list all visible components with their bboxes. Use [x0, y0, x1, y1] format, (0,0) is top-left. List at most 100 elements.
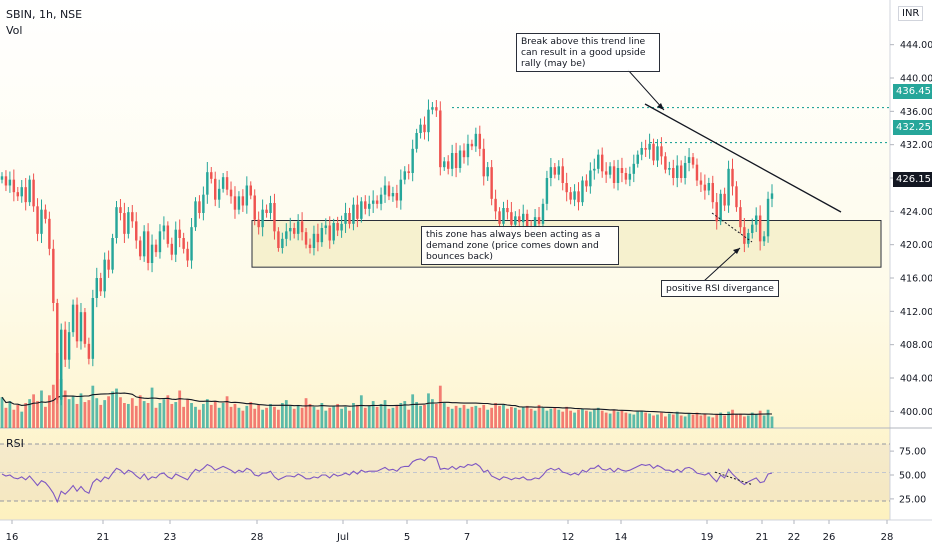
currency-label[interactable]: INR: [898, 6, 924, 21]
candle-body: [79, 312, 83, 342]
volume-bar: [640, 410, 644, 428]
time-axis-panel: [0, 521, 932, 550]
candle-body: [336, 223, 339, 231]
volume-bar: [664, 416, 667, 428]
volume-bar: [253, 408, 257, 428]
volume-bar: [533, 410, 537, 428]
time-tick-label: 19: [701, 532, 714, 543]
candle-body: [210, 172, 213, 179]
candle-body: [131, 212, 134, 222]
candle-body: [739, 207, 742, 228]
candle-body: [474, 133, 478, 147]
volume-bar: [695, 412, 699, 428]
candle-body: [652, 143, 655, 161]
volume-bar: [217, 407, 221, 428]
candle-body: [328, 225, 331, 241]
candle-body: [747, 233, 750, 244]
volume-bar: [119, 397, 122, 428]
candle-body: [269, 203, 272, 213]
candle-body: [565, 183, 568, 193]
candle-body: [498, 211, 501, 224]
candle-body: [399, 179, 403, 201]
volume-bar: [304, 398, 308, 428]
last-price-tag: 426.15: [893, 172, 932, 187]
volume-bar: [561, 411, 565, 428]
rsi-line: [1, 456, 773, 504]
volume-bar: [608, 413, 612, 428]
volume-bar: [352, 403, 355, 428]
candle-body: [241, 196, 245, 206]
candle-body: [719, 193, 722, 222]
volume-bar: [498, 405, 501, 428]
volume-bar: [746, 415, 750, 428]
candle-body: [423, 124, 426, 133]
price-tick-label: 408.00: [900, 340, 932, 351]
candle-body: [679, 165, 683, 178]
demand-zone-annotation: this zone has always been acting as a de…: [421, 226, 619, 265]
candle-body: [111, 238, 114, 270]
volume-bar: [28, 399, 32, 428]
time-tick-label: 28: [251, 532, 264, 543]
divergence-arrow: [703, 247, 741, 282]
volume-bar: [130, 398, 134, 428]
candle-body: [217, 188, 221, 200]
volume-bar: [237, 407, 241, 428]
volume-bar: [67, 399, 71, 428]
price-tick-label: 412.00: [900, 307, 932, 318]
volume-bar: [395, 404, 399, 428]
volume-bar: [656, 414, 659, 428]
volume-bar: [4, 407, 8, 428]
volume-bar: [316, 409, 320, 428]
price-tick-label: 432.00: [900, 140, 932, 151]
volume-bar: [671, 414, 675, 428]
candle-body: [502, 208, 505, 224]
candle-body: [103, 259, 106, 292]
time-tick-label: 7: [464, 532, 470, 543]
volume-bar: [95, 398, 99, 428]
volume-bar: [379, 403, 383, 428]
candle-body: [439, 110, 442, 168]
time-tick-label: Jul: [336, 532, 349, 543]
candle-body: [198, 201, 201, 213]
volume-bar: [194, 406, 197, 428]
volume-bar: [517, 409, 521, 428]
candle-body: [644, 148, 647, 150]
candle-body: [146, 231, 150, 263]
volume-bar: [103, 400, 107, 428]
candle-body: [8, 179, 12, 186]
resistance-tag-2: 432.25: [893, 120, 932, 135]
volume-bar: [711, 417, 715, 428]
price-tick-label: 436.00: [900, 107, 932, 118]
volume-bar: [573, 412, 576, 428]
volume-bar: [383, 400, 387, 428]
volume-bar: [0, 397, 4, 428]
candle-body: [699, 180, 703, 185]
volume-bar: [506, 408, 509, 428]
volume-bar: [478, 407, 482, 428]
candle-body: [707, 183, 711, 191]
candle-body: [435, 107, 438, 111]
volume-bar: [494, 403, 497, 428]
volume-bar: [249, 402, 253, 428]
candle-body: [510, 212, 513, 225]
volume-bar: [182, 406, 186, 428]
volume-bar: [367, 405, 371, 428]
candle-body: [620, 168, 624, 173]
candle-body: [715, 202, 718, 222]
candle-body: [573, 191, 576, 200]
volume-bar: [166, 395, 170, 428]
candle-body: [32, 179, 35, 207]
candle-body: [387, 185, 391, 197]
candle-body: [612, 166, 616, 183]
volume-bar: [502, 404, 505, 428]
candle-body: [0, 176, 4, 180]
volume-bar: [134, 405, 138, 428]
candle-body: [257, 219, 260, 228]
candle-body: [233, 196, 237, 210]
volume-bar: [44, 406, 47, 428]
candle-body: [162, 225, 166, 232]
volume-bar: [616, 411, 620, 428]
volume-bar: [735, 414, 738, 428]
volume-bar: [434, 403, 438, 428]
